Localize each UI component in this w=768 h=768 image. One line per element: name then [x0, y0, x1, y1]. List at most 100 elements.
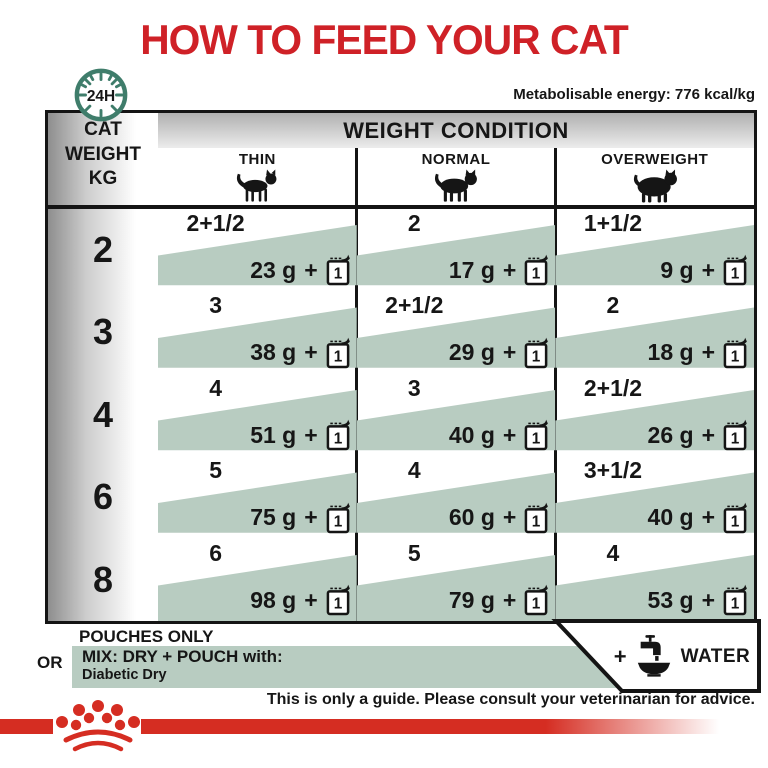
measure-value: 3 — [209, 292, 222, 318]
feeding-cell: 4 51 g +1 — [158, 374, 357, 457]
table-row: 4 4 51 g +1 3 40 g +1 2+1/2 26 g +1 — [48, 374, 755, 457]
pouch-icon: 1 — [525, 419, 549, 451]
feeding-cell: 5 79 g +1 — [356, 539, 556, 621]
pouch-count: 1 — [532, 513, 541, 530]
grams-value: 38 g — [250, 339, 297, 365]
pouch-count: 1 — [731, 431, 740, 448]
measure-value: 3+1/2 — [583, 457, 643, 483]
grams-value: 75 g — [250, 504, 297, 530]
cat-weight-kg-header: CAT WEIGHT KG — [65, 119, 141, 190]
water-box-outline — [551, 619, 761, 693]
cat-weight-value: 8 — [92, 558, 114, 600]
grams-value: 29 g — [448, 339, 495, 365]
overweight-label: OVERWEIGHT — [601, 151, 709, 168]
measure-value: 6 — [209, 539, 222, 566]
energy-note: Metabolisable energy: 776 kcal/kg — [513, 86, 755, 103]
plus-sign: + — [701, 504, 716, 530]
pouch-count: 1 — [333, 596, 342, 613]
grams-value: 9 g — [660, 256, 694, 283]
grams-value: 60 g — [448, 504, 495, 530]
plus-sign: + — [502, 339, 517, 365]
grams-value: 40 g — [448, 421, 495, 448]
condition-column-headers: THIN NORMAL — [158, 148, 754, 205]
pouch-icon: 1 — [326, 419, 350, 451]
column-header-normal: NORMAL — [357, 148, 556, 205]
feeding-cell: 1+1/2 9 g +1 — [555, 209, 755, 292]
feeding-cell: 2 17 g +1 — [356, 209, 556, 292]
normal-cat-icon — [434, 169, 477, 202]
mix-product: Diabetic Dry — [82, 667, 167, 684]
plus-sign: + — [304, 421, 318, 448]
column-header-overweight: OVERWEIGHT — [555, 148, 754, 205]
grams-value: 40 g — [647, 504, 694, 530]
weight-condition-header: WEIGHT CONDITION — [158, 113, 754, 148]
pouch-count: 1 — [333, 513, 342, 530]
plus-sign: + — [701, 421, 716, 448]
weight-column-background — [48, 113, 158, 621]
brand-band — [141, 719, 719, 734]
measure-value: 2 — [407, 209, 421, 236]
measure-value: 4 — [606, 539, 620, 566]
measure-value: 2+1/2 — [186, 209, 245, 236]
plus-sign: + — [304, 586, 318, 613]
table-row: 2 2+1/2 23 g +1 2 17 g +1 1+1/2 9 g +1 — [48, 209, 755, 292]
feeding-cell: 6 98 g +1 — [158, 539, 357, 621]
pouch-icon: 1 — [525, 502, 549, 533]
water-callout: + WATER — [607, 629, 757, 685]
plus-sign: + — [502, 586, 517, 613]
pouch-icon: 1 — [723, 419, 747, 451]
table-rows: 2 2+1/2 23 g +1 2 17 g +1 1+1/2 9 g +1 — [48, 209, 755, 621]
feeding-cell: 2+1/2 23 g +1 — [158, 209, 357, 292]
mix-option-band: MIX: DRY + POUCH with: Diabetic Dry — [72, 646, 620, 688]
cat-weight-value: 3 — [92, 311, 114, 353]
pouch-count: 1 — [532, 348, 541, 365]
grams-value: 98 g — [250, 586, 297, 613]
table-row: 6 5 75 g +1 4 60 g +1 3+1/2 40 g +1 — [48, 456, 755, 539]
or-label: OR — [37, 653, 63, 672]
feeding-cell: 3+1/2 40 g +1 — [555, 456, 755, 539]
measure-value: 5 — [407, 539, 421, 566]
measure-value: 1+1/2 — [583, 209, 643, 236]
pouch-icon: 1 — [723, 254, 747, 286]
pouches-only-label: POUCHES ONLY — [79, 627, 214, 646]
plus-sign: + — [304, 339, 318, 365]
water-label: WATER — [680, 646, 751, 667]
cat-weight-value: 4 — [92, 393, 114, 435]
pouch-count: 1 — [333, 431, 342, 448]
pouch-count: 1 — [731, 266, 740, 283]
measure-value: 2+1/2 — [583, 374, 643, 401]
table-row: 8 6 98 g +1 5 79 g +1 4 53 g +1 — [48, 539, 755, 621]
pouch-count: 1 — [333, 348, 342, 365]
pouch-icon: 1 — [723, 584, 747, 616]
thin-label: THIN — [238, 151, 276, 168]
pouch-icon: 1 — [723, 337, 747, 368]
column-divider — [355, 148, 358, 621]
royal-canin-crown-logo — [56, 700, 140, 752]
pouch-count: 1 — [532, 596, 541, 613]
plus-sign: + — [701, 256, 716, 283]
measure-value: 4 — [209, 374, 222, 401]
pouch-icon: 1 — [326, 337, 350, 368]
pouch-count: 1 — [532, 266, 541, 283]
feeding-cell: 2+1/2 29 g +1 — [356, 291, 556, 374]
normal-label: NORMAL — [421, 151, 491, 168]
table-row: 3 3 38 g +1 2+1/2 29 g +1 2 18 g +1 — [48, 291, 755, 374]
cat-weight-value: 6 — [92, 476, 114, 518]
grams-value: 79 g — [448, 586, 495, 613]
pouch-count: 1 — [532, 431, 541, 448]
feeding-table: WEIGHT CONDITION CAT WEIGHT KG THIN — [45, 110, 757, 624]
plus-sign: + — [613, 644, 627, 669]
disclaimer-text: This is only a guide. Please consult you… — [266, 691, 755, 708]
measure-value: 3 — [407, 374, 421, 401]
pouch-icon: 1 — [723, 502, 747, 533]
pouch-icon: 1 — [326, 584, 350, 616]
grams-value: 26 g — [647, 421, 694, 448]
plus-sign: + — [502, 256, 517, 283]
plus-sign: + — [502, 504, 517, 530]
feeding-cell: 4 53 g +1 — [555, 539, 755, 621]
measure-value: 2+1/2 — [385, 292, 444, 318]
pouch-count: 1 — [333, 266, 342, 283]
cat-weight-value: 2 — [92, 228, 114, 270]
plus-sign: + — [304, 504, 318, 530]
plus-sign: + — [701, 339, 716, 365]
